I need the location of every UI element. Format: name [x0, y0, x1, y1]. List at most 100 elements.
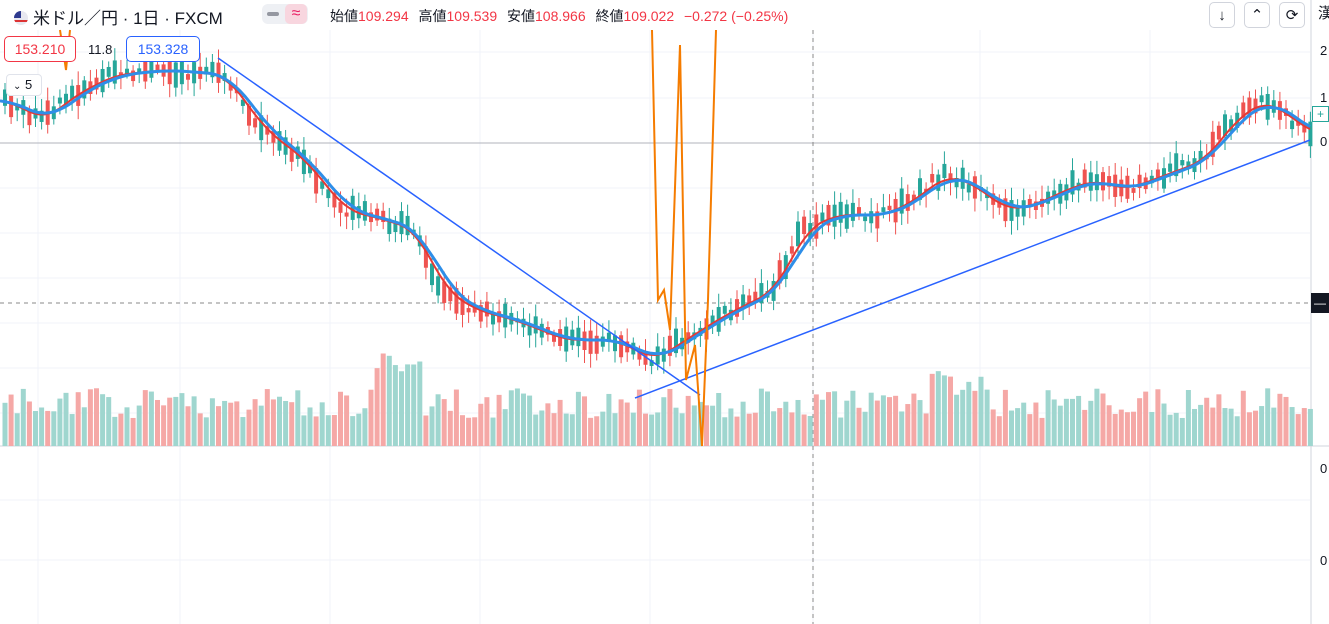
volume-bar: [240, 417, 246, 446]
volume-bar: [167, 397, 173, 446]
arrow-down-icon[interactable]: ↓: [1209, 2, 1235, 28]
close-value: 109.022: [623, 8, 675, 24]
fast-moving-average: [0, 69, 1311, 357]
candle-body: [777, 260, 782, 284]
volume-bar: [356, 413, 362, 446]
volume-bar: [344, 395, 350, 446]
candle-body: [454, 288, 459, 314]
candle-body: [106, 66, 111, 77]
candle-body: [228, 83, 233, 91]
candle-body: [686, 332, 691, 343]
candle-body: [619, 335, 624, 358]
candle-body: [332, 192, 337, 208]
volume-bar: [1131, 411, 1136, 446]
spread-value: 11.8: [88, 42, 113, 57]
volume-bar: [1094, 388, 1100, 446]
collapse-icon[interactable]: ⌃: [1244, 2, 1270, 28]
candle-body: [606, 332, 611, 340]
candle-body: [1131, 188, 1136, 193]
candle-body: [326, 189, 331, 199]
candle-body: [741, 294, 746, 310]
candle-body: [1229, 119, 1234, 132]
volume-bar: [63, 392, 69, 446]
candle-body: [247, 105, 251, 126]
candle-body: [448, 287, 453, 302]
candle-body: [491, 313, 495, 325]
volume-bar: [551, 413, 557, 446]
candle-body: [1223, 114, 1227, 137]
volume-bar: [319, 402, 325, 446]
volume-bar: [45, 410, 51, 446]
volume-bar: [636, 389, 642, 446]
volume-bar: [935, 371, 941, 446]
corner-label: 漢: [1318, 5, 1329, 22]
slow-moving-average: [0, 69, 1311, 356]
volume-bar: [1234, 416, 1240, 446]
sell-price-button[interactable]: 153.210: [4, 36, 76, 62]
volume-bar: [1307, 408, 1313, 446]
volume-bar: [155, 399, 160, 446]
candle-body: [466, 308, 471, 313]
volume-bar: [948, 376, 953, 446]
volume-bar: [832, 391, 838, 446]
volume-bar: [1051, 399, 1057, 446]
wave-icon[interactable]: ≈: [285, 4, 307, 24]
volume-bar: [1198, 404, 1204, 446]
buy-price-button[interactable]: 153.328: [126, 36, 200, 62]
volume-bar: [557, 399, 563, 446]
candle-body: [1027, 198, 1032, 206]
current-price-marker: —: [1311, 293, 1329, 313]
candle-body: [57, 97, 62, 104]
candle-body: [1070, 170, 1075, 195]
volume-bar: [392, 365, 398, 446]
volume-bar: [801, 414, 807, 446]
candle-body: [875, 211, 880, 229]
symbol-title[interactable]: 米ドル／円 · 1日 · FXCM: [14, 4, 223, 29]
axis-label: 1: [1320, 90, 1328, 105]
volume-bar: [1063, 398, 1069, 446]
volume-bar: [2, 402, 8, 446]
candle-body: [1247, 97, 1252, 118]
volume-bar: [1027, 414, 1033, 446]
volume-bar: [594, 416, 600, 446]
volume-bar: [624, 402, 630, 446]
volume-bar: [905, 404, 911, 446]
open-value: 109.294: [358, 8, 409, 24]
volume-bar: [923, 413, 929, 446]
axis-label: 0: [1320, 553, 1328, 568]
candle-body: [1137, 174, 1142, 188]
candle-body: [789, 246, 794, 254]
volume-bar: [1045, 390, 1051, 446]
volume-bar: [1009, 410, 1014, 446]
candle-body: [1052, 190, 1057, 197]
add-alert-button[interactable]: +: [1312, 106, 1329, 122]
interval-dropdown[interactable]: ⌄ 5: [6, 74, 42, 96]
volume-bar: [1289, 407, 1295, 446]
volume-bar: [20, 388, 26, 446]
candle-body: [820, 212, 825, 222]
volume-bar: [789, 412, 795, 446]
candle-body: [881, 207, 886, 212]
volume-bar: [911, 393, 917, 446]
refresh-icon[interactable]: ⟳: [1279, 2, 1305, 28]
volume-bar: [313, 416, 319, 446]
volume-bar: [191, 396, 197, 446]
candle-body: [1168, 163, 1173, 172]
volume-bar: [1265, 388, 1271, 446]
candle-body: [997, 200, 1002, 208]
candle-body: [320, 181, 325, 189]
candle-body: [759, 283, 764, 304]
candle-body: [552, 335, 556, 342]
candle-body: [753, 291, 758, 301]
volume-bar: [1076, 395, 1082, 446]
volume-bar: [295, 390, 301, 446]
candle-body: [9, 93, 14, 118]
volume-bar: [618, 399, 624, 446]
candle-body: [954, 177, 959, 188]
volume-bar: [1173, 412, 1179, 446]
close-label: 終値: [595, 8, 624, 24]
candle-body: [674, 328, 678, 354]
volume-bar: [8, 394, 14, 446]
candle-body: [1235, 112, 1240, 128]
